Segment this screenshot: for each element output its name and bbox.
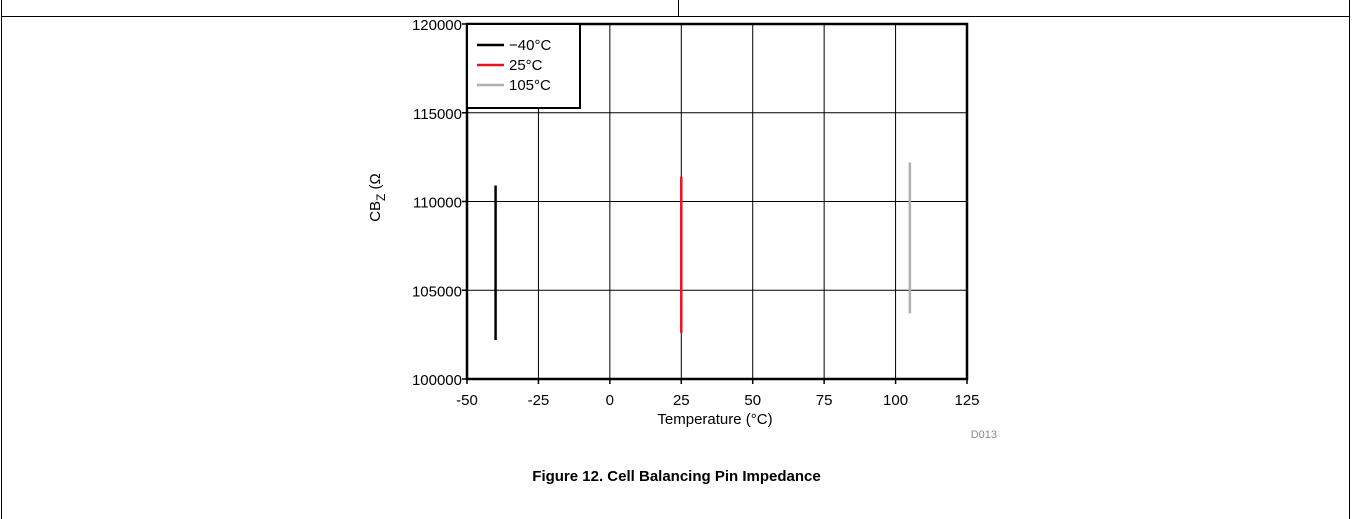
x-tick-label: -50: [456, 392, 478, 409]
x-tick-label: -25: [528, 392, 550, 409]
legend-entry: 25°C: [509, 57, 543, 74]
legend-entry: 105°C: [509, 77, 551, 94]
table-column-divider: [678, 0, 679, 17]
x-axis-label: Temperature (°C): [657, 411, 772, 428]
y-axis-label-unit: (Ω: [367, 173, 384, 193]
x-tick-label: 100: [883, 392, 908, 409]
y-tick-label: 120000: [412, 17, 462, 34]
y-tick-label: 100000: [412, 372, 462, 389]
table-bottom-rule: [2, 16, 1349, 17]
figure-caption: Figure 12. Cell Balancing Pin Impedance: [532, 468, 821, 485]
x-tick-label: 0: [606, 392, 614, 409]
x-tick-label: 25: [673, 392, 690, 409]
y-tick-label: 110000: [413, 195, 462, 212]
y-axis-label-subscript: Z: [374, 194, 388, 201]
y-axis-label-main: CB: [367, 201, 384, 222]
legend-entry: −40°C: [509, 37, 551, 54]
x-tick-label: 75: [816, 392, 833, 409]
figure-code: D013: [971, 429, 997, 441]
y-tick-label: 105000: [412, 283, 462, 300]
x-tick-label: 125: [954, 392, 979, 409]
y-tick-label: 115000: [413, 106, 462, 123]
y-axis-label: CBZ (Ω: [367, 173, 388, 222]
x-tick-label: 50: [744, 392, 761, 409]
